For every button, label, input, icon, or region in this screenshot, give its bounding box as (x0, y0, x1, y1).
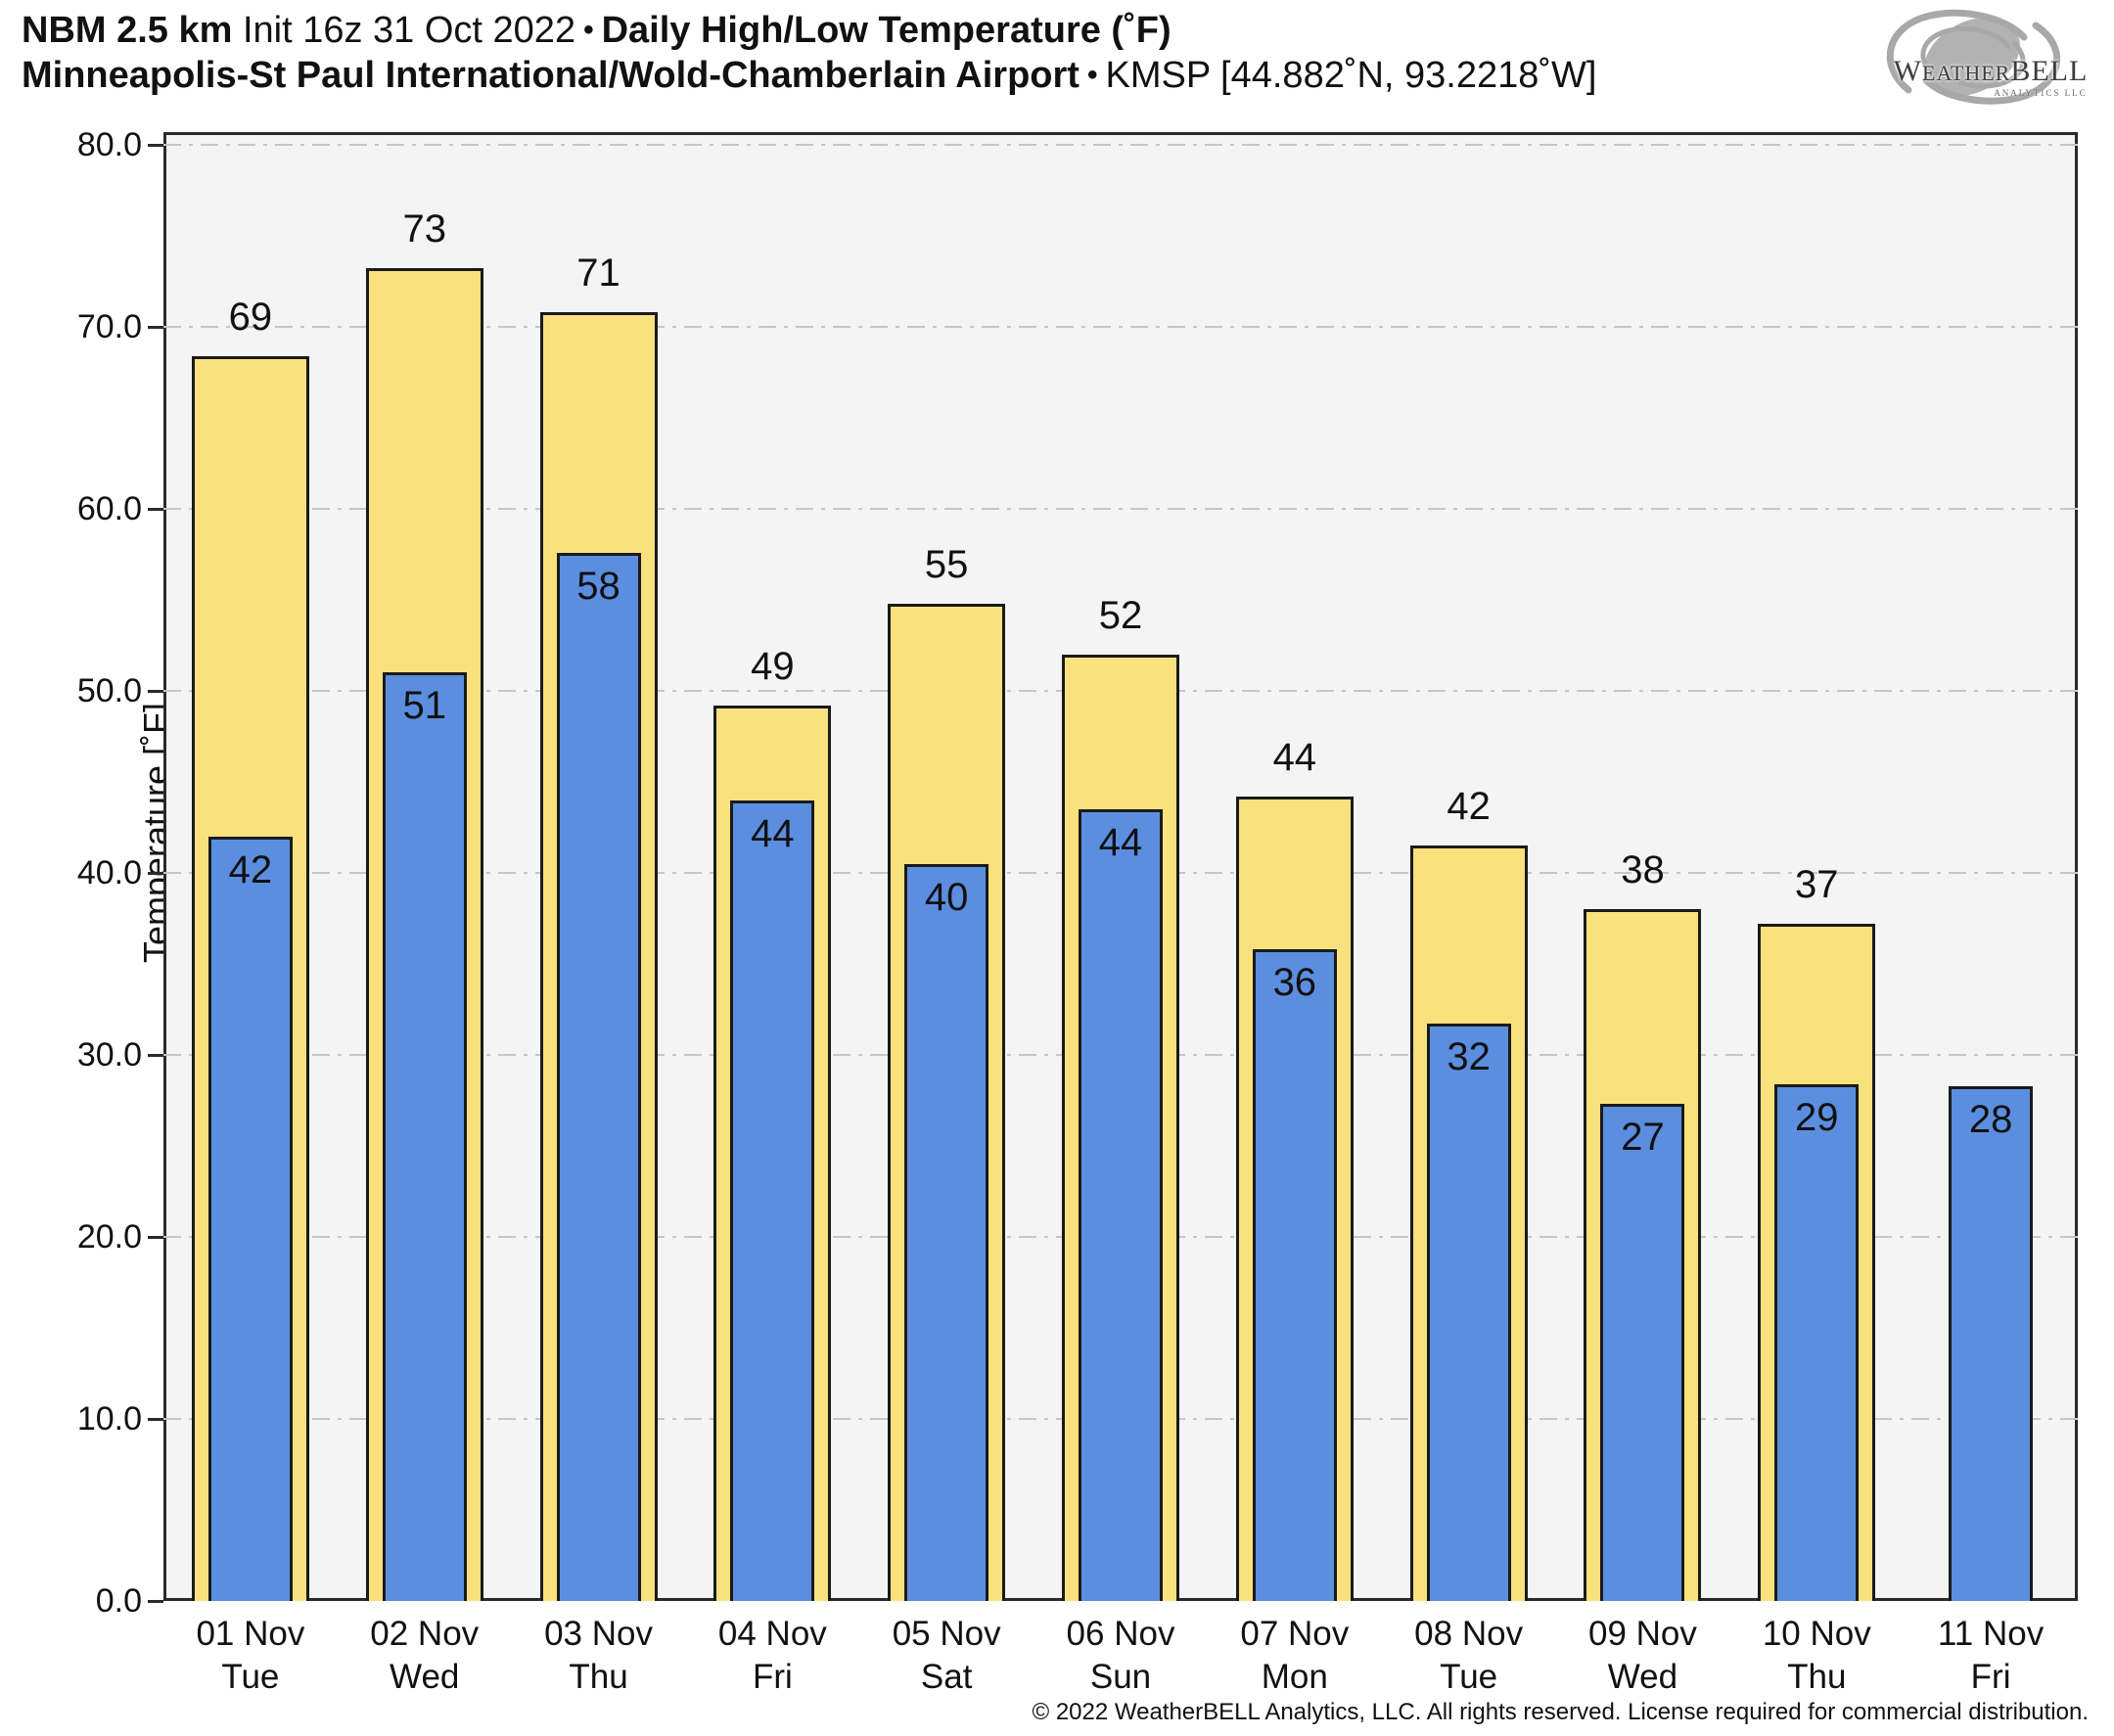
x-tick-date: 11 Nov (1937, 1615, 2045, 1653)
low-bar (1426, 1024, 1511, 1601)
y-tick-label: 40.0 (76, 854, 142, 891)
copyright-notice: © 2022 WeatherBELL Analytics, LLC. All r… (1032, 1699, 2089, 1725)
low-bar (556, 552, 641, 1601)
x-tick-date: 08 Nov (1414, 1615, 1524, 1653)
high-value-label: 73 (402, 207, 446, 251)
y-tick-label: 30.0 (76, 1036, 142, 1074)
x-tick-day: Tue (1440, 1658, 1498, 1696)
station-name: Minneapolis-St Paul International/Wold-C… (22, 55, 1080, 96)
low-bar (1949, 1085, 2034, 1601)
x-tick-day: Thu (569, 1658, 628, 1696)
x-tick-day: Thu (1787, 1658, 1847, 1696)
y-tick-mark (148, 1236, 163, 1239)
chart-header: NBM 2.5 km Init 16z 31 Oct 2022 • Daily Hi… (22, 8, 1596, 98)
y-tick-mark (148, 872, 163, 875)
y-tick-label: 70.0 (76, 308, 142, 346)
y-tick-mark (148, 508, 163, 511)
x-tick-date: 10 Nov (1762, 1615, 1871, 1653)
bullet-separator: • (1086, 59, 1098, 91)
high-value-label: 42 (1447, 785, 1491, 829)
low-bar (1079, 808, 1163, 1601)
product-title: Daily High/Low Temperature (˚F) (601, 10, 1172, 51)
high-value-label: 37 (1795, 863, 1839, 907)
y-tick-mark (148, 144, 163, 148)
low-value-label: 44 (1098, 820, 1143, 864)
low-value-label: 28 (1968, 1097, 2013, 1141)
high-value-label: 52 (1098, 593, 1143, 637)
y-gridline (163, 508, 2078, 510)
bullet-separator: • (583, 14, 594, 46)
low-value-label: 58 (576, 564, 620, 608)
x-tick-date: 05 Nov (892, 1615, 1001, 1653)
low-bar (730, 799, 815, 1601)
y-tick-label: 20.0 (76, 1218, 142, 1256)
header-line-2: Minneapolis-St Paul International/Wold-C… (22, 53, 1596, 98)
low-value-label: 36 (1272, 961, 1317, 1005)
low-bar (1774, 1083, 1860, 1601)
model-name: NBM 2.5 km (22, 10, 233, 51)
low-value-label: 51 (402, 684, 446, 728)
y-tick-mark (148, 1054, 163, 1057)
high-value-label: 71 (576, 251, 620, 296)
station-coords: KMSP [44.882˚N, 93.2218˚W] (1105, 55, 1597, 96)
x-tick-day: Fri (1970, 1658, 2011, 1696)
low-value-label: 27 (1621, 1116, 1665, 1160)
y-tick-label: 0.0 (95, 1582, 142, 1620)
y-tick-mark (148, 1418, 163, 1421)
low-bar (1252, 949, 1337, 1601)
low-value-label: 29 (1795, 1095, 1839, 1139)
y-gridline (163, 144, 2078, 147)
y-tick-label: 10.0 (76, 1400, 142, 1438)
logo-sub-text: ANALYTICS LLC (1994, 88, 2088, 98)
x-tick-day: Fri (752, 1658, 793, 1696)
x-tick-date: 04 Nov (717, 1615, 827, 1653)
y-gridline (163, 326, 2078, 329)
low-value-label: 44 (751, 811, 795, 855)
y-tick-label: 60.0 (76, 490, 142, 527)
low-bar (207, 836, 293, 1601)
y-tick-label: 80.0 (76, 126, 142, 164)
high-value-label: 44 (1272, 735, 1317, 779)
hurricane-swirl-icon (1886, 9, 2061, 105)
weatherbell-logo: WEATHERBELL ANALYTICS LLC (1869, 4, 2100, 110)
high-value-label: 69 (228, 295, 273, 339)
x-tick-date: 07 Nov (1240, 1615, 1350, 1653)
low-value-label: 40 (924, 875, 969, 919)
logo-brand-text: WEATHERBELL (1893, 55, 2089, 87)
y-tick-mark (148, 326, 163, 330)
high-value-label: 38 (1621, 848, 1665, 892)
x-tick-date: 09 Nov (1588, 1615, 1697, 1653)
x-tick-date: 01 Nov (196, 1615, 305, 1653)
high-value-label: 55 (924, 542, 969, 586)
x-tick-day: Sun (1089, 1658, 1152, 1696)
header-line-1: NBM 2.5 km Init 16z 31 Oct 2022 • Daily Hi… (22, 8, 1596, 53)
x-tick-day: Wed (1607, 1658, 1678, 1696)
high-value-label: 49 (751, 644, 795, 688)
x-tick-day: Mon (1261, 1658, 1328, 1696)
y-tick-mark (148, 1600, 163, 1603)
low-bar (904, 863, 989, 1601)
y-tick-label: 50.0 (76, 672, 142, 709)
x-tick-date: 06 Nov (1066, 1615, 1175, 1653)
x-tick-date: 02 Nov (370, 1615, 480, 1653)
init-time: Init 16z 31 Oct 2022 (242, 10, 576, 51)
y-tick-mark (148, 690, 163, 693)
low-value-label: 42 (228, 847, 273, 891)
low-value-label: 32 (1447, 1035, 1491, 1079)
low-bar (382, 672, 467, 1601)
x-tick-date: 03 Nov (544, 1615, 653, 1653)
x-tick-day: Wed (390, 1658, 460, 1696)
x-tick-day: Sat (920, 1658, 973, 1696)
low-bar (1600, 1104, 1685, 1601)
x-tick-day: Tue (221, 1658, 280, 1696)
